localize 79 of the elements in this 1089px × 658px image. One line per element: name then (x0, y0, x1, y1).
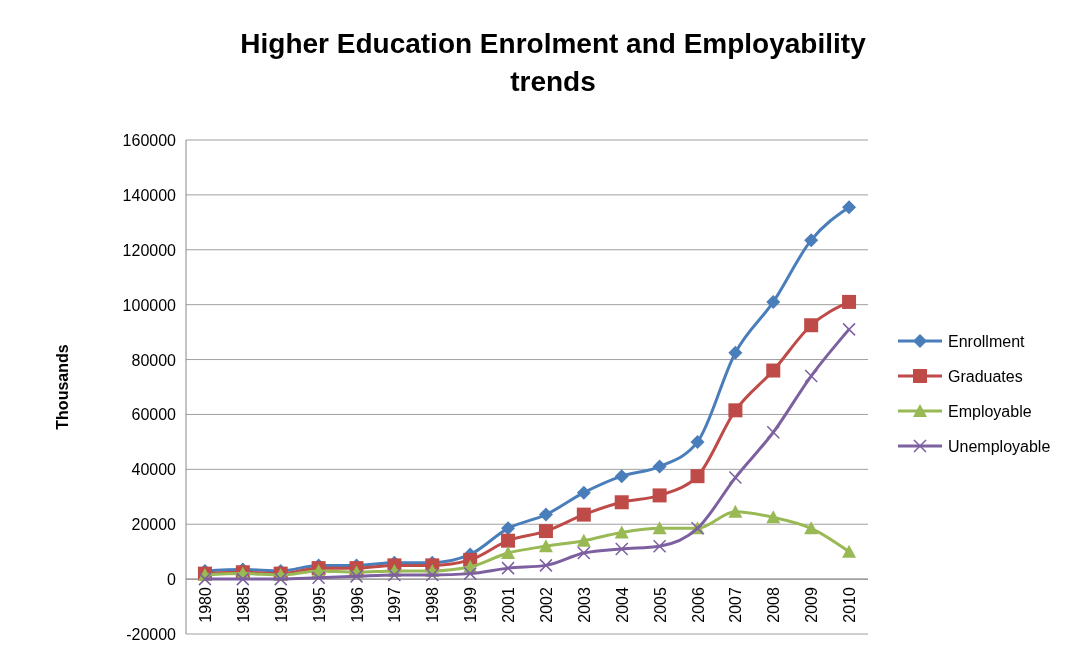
x-tick-label: 2002 (537, 587, 555, 623)
point (766, 425, 781, 440)
point (576, 485, 591, 500)
point (766, 294, 781, 309)
x-tick-label: 1990 (272, 587, 290, 623)
point (690, 469, 705, 484)
point (728, 345, 743, 360)
y-tick-label: 160000 (122, 132, 177, 149)
point (614, 469, 629, 484)
x-tick-label: 2007 (727, 587, 745, 623)
point (804, 318, 819, 333)
x-tick-label: 1998 (424, 587, 442, 623)
point (652, 488, 667, 503)
point (842, 200, 857, 215)
x-tick-label: 2006 (689, 587, 707, 623)
point (652, 521, 667, 535)
point (804, 369, 818, 383)
point (652, 459, 667, 474)
x-tick-label: 2005 (651, 587, 669, 623)
y-tick-label: 80000 (131, 351, 177, 369)
x-tick-label: 2004 (613, 587, 631, 623)
x-tick-label: 2008 (765, 587, 783, 623)
x-tick-label: 1996 (348, 587, 366, 623)
x-tick-label: 2001 (500, 587, 518, 623)
point (387, 568, 402, 582)
point (728, 403, 743, 418)
point (652, 539, 667, 553)
point (501, 521, 516, 536)
y-tick-label: 140000 (122, 186, 177, 204)
x-tick-label: 1980 (196, 587, 214, 623)
point (576, 507, 591, 522)
x-tick-label: 2010 (841, 587, 859, 623)
point (804, 521, 819, 535)
legend-label: Enrollment (948, 333, 1026, 350)
point (577, 546, 591, 560)
point (349, 569, 364, 584)
legend-label: Employable (948, 403, 1032, 420)
point (804, 233, 819, 248)
point (538, 507, 553, 522)
point (311, 570, 326, 585)
point (728, 504, 743, 518)
point (576, 533, 591, 547)
point (463, 566, 477, 581)
y-tick-label: 40000 (131, 461, 177, 479)
point (538, 539, 553, 553)
point (614, 525, 629, 539)
y-tick-label: 60000 (131, 406, 177, 424)
point (501, 546, 516, 560)
chart-title: Higher Education Enrolment and Employability trends (240, 28, 867, 97)
point (614, 542, 629, 556)
y-tick-label: 100000 (122, 296, 177, 314)
point (842, 544, 857, 558)
point (501, 561, 515, 575)
x-tick-label: 1999 (462, 587, 480, 623)
y-tick-label: 120000 (122, 241, 177, 259)
point (766, 510, 781, 524)
y-tick-label: -20000 (126, 626, 177, 643)
y-axis-title: Thousands (54, 344, 71, 430)
x-tick-label: 1985 (234, 587, 252, 623)
point (273, 572, 288, 586)
point (690, 434, 705, 449)
point (539, 558, 553, 573)
point (538, 524, 553, 539)
point (842, 294, 857, 309)
y-tick-label: 20000 (131, 516, 177, 534)
point (236, 572, 250, 586)
legend-label: Unemployable (948, 438, 1051, 455)
point (198, 572, 212, 586)
legend-label: Graduates (948, 368, 1023, 385)
point (425, 568, 440, 582)
point (842, 322, 856, 337)
point (766, 363, 781, 378)
x-tick-label: 1995 (310, 587, 328, 623)
x-tick-label: 2003 (575, 587, 593, 623)
point (501, 533, 516, 548)
point (614, 495, 629, 510)
x-tick-label: 1997 (386, 587, 404, 623)
x-tick-label: 2009 (803, 587, 821, 623)
y-tick-label: 0 (167, 571, 177, 589)
